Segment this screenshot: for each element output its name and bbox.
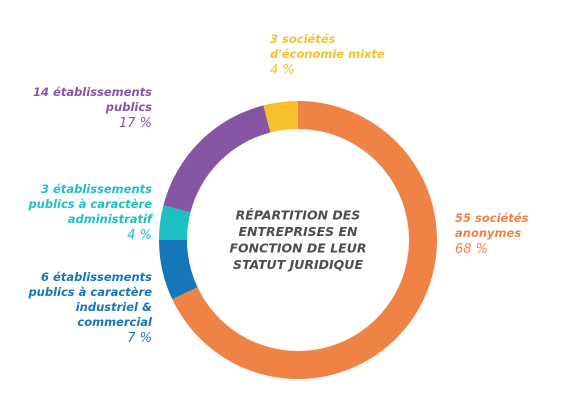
slice-label-name: 14 établissements: [33, 85, 152, 99]
slice-label-name: commercial: [77, 315, 153, 329]
slice-label-name: 55 sociétés: [455, 211, 529, 225]
slice-label-name: industriel &: [76, 300, 152, 314]
slice-label-name: 6 établissements: [41, 270, 152, 284]
slice-label-percent: 4 %: [270, 63, 295, 78]
donut-slice-1: [159, 240, 198, 300]
chart-title-line: RÉPARTITION DES: [236, 207, 361, 222]
slice-label-name: 3 établissements: [41, 182, 152, 196]
chart-title-line: ENTREPRISES EN: [238, 224, 358, 239]
slice-label-name: d'économie mixte: [270, 47, 385, 61]
donut-slice-3: [163, 105, 271, 213]
slice-label-percent: 17 %: [119, 116, 152, 131]
slice-label-name: publics à caractère: [27, 285, 152, 299]
slice-label-name: publics à caractère: [27, 197, 152, 211]
slice-label-percent: 4 %: [127, 228, 152, 243]
slice-label-percent: 68 %: [455, 242, 488, 257]
donut-slice-2: [159, 205, 191, 240]
slice-label-name: administratif: [68, 212, 154, 226]
slice-label-percent: 7 %: [127, 331, 152, 346]
chart-title-line: FONCTION DE LEUR: [230, 240, 367, 255]
donut-ring: [159, 101, 437, 380]
slice-label-name: anonymes: [455, 226, 521, 240]
donut-slice-4: [263, 101, 298, 133]
slice-label-name: publics: [105, 100, 152, 114]
chart-title-line: STATUT JURIDIQUE: [233, 257, 363, 272]
slice-label-name: 3 sociétés: [270, 32, 336, 46]
